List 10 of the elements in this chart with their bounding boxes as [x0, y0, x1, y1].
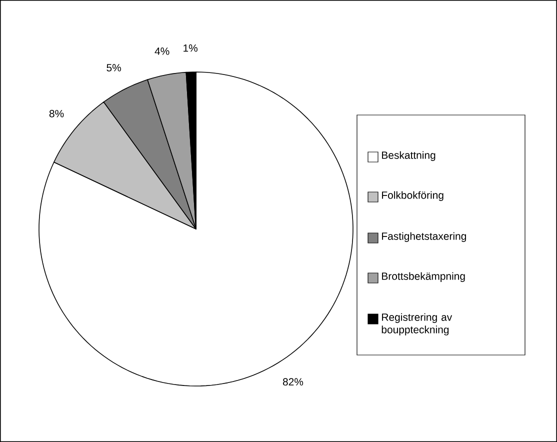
data-label: 5% — [106, 64, 122, 72]
data-label: 8% — [49, 110, 64, 118]
legend-label: Brottsbekämpning — [382, 272, 465, 282]
data-label: 1% — [184, 44, 198, 52]
data-label: 4% — [154, 48, 170, 55]
legend-label: Folkbokföring — [382, 191, 444, 201]
legend-label: Registrering av bouppteckning — [382, 313, 452, 336]
data-label: 82% — [282, 378, 304, 386]
legend-label: Beskattning — [382, 151, 436, 161]
legend-label: Fastighetstaxering — [382, 232, 466, 242]
